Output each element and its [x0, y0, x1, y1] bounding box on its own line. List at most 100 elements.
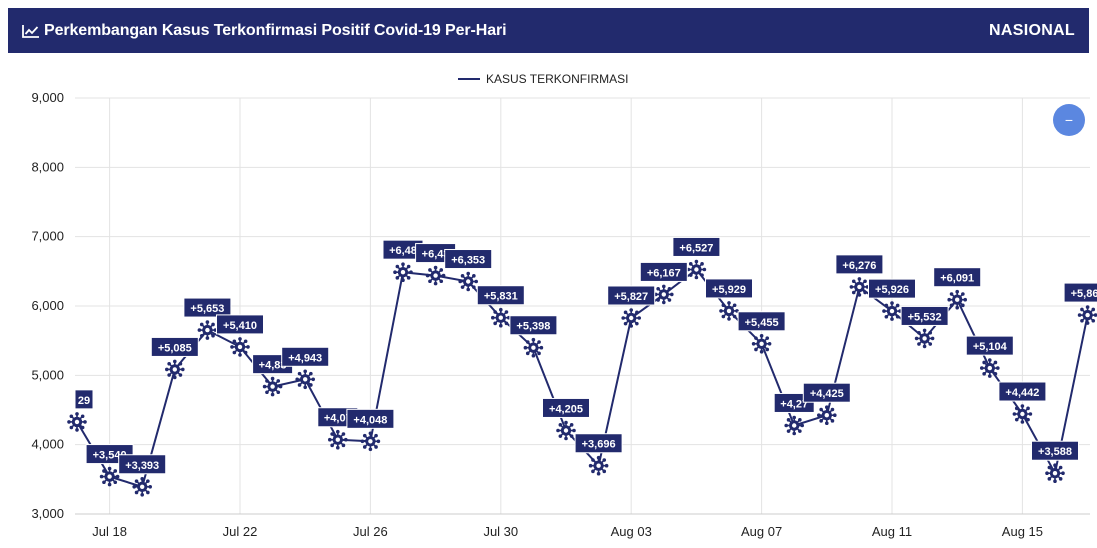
- data-point-marker: [262, 376, 283, 397]
- data-label: +5,455: [737, 311, 786, 332]
- y-tick-label: 3,000: [31, 506, 64, 521]
- page-title: Perkembangan Kasus Terkonfirmasi Positif…: [44, 21, 507, 39]
- data-label-text: +4,07: [324, 413, 352, 425]
- data-point-marker: [817, 405, 837, 425]
- data-label: +4,943: [281, 346, 330, 367]
- data-label-text: +4,943: [288, 352, 322, 364]
- data-label: +4,048: [346, 408, 395, 429]
- data-point-marker: [67, 412, 87, 432]
- data-point-marker: [588, 455, 609, 476]
- data-point-marker: [882, 301, 902, 321]
- data-label: +5,398: [509, 315, 558, 336]
- data-label: +5,831: [476, 285, 525, 306]
- data-label-text: +6,353: [451, 255, 485, 267]
- data-point-marker: [425, 265, 446, 286]
- data-point-marker: [360, 431, 381, 452]
- data-point-marker: [686, 259, 707, 280]
- data-label: +4,442: [998, 381, 1047, 402]
- data-label: +4,425: [802, 382, 851, 403]
- data-point-marker: [99, 466, 120, 487]
- minus-icon: −: [1064, 112, 1074, 128]
- chart-header: Perkembangan Kasus Terkonfirmasi Positif…: [8, 8, 1089, 53]
- y-tick-label: 9,000: [31, 90, 64, 105]
- y-axis: 3,000 4,000 5,000 6,000 7,000 8,000 9,000: [31, 90, 64, 521]
- data-point-marker: [654, 284, 674, 305]
- data-label-text: +6,167: [647, 267, 681, 279]
- data-label: +5,929: [705, 278, 753, 299]
- data-labels: 29+3,540+3,393+5,085+5,653+5,410+4,83+4,…: [74, 236, 1097, 475]
- x-tick-label: Aug 07: [741, 524, 782, 539]
- data-label-text: +5,827: [614, 291, 648, 303]
- data-label-text: +4,27: [780, 398, 808, 410]
- data-point-marker: [947, 289, 967, 310]
- data-label: +3,588: [1031, 440, 1079, 461]
- line-chart-icon: [22, 24, 40, 38]
- data-label: +3,393: [118, 454, 167, 475]
- data-point-marker: [197, 320, 218, 340]
- zoom-out-button[interactable]: −: [1053, 104, 1085, 136]
- series-kasus-terkonfirmasi: [67, 259, 1097, 497]
- region-label: NASIONAL: [989, 21, 1075, 39]
- x-tick-label: Jul 22: [223, 524, 258, 539]
- y-tick-label: 5,000: [31, 367, 64, 382]
- data-label-text: +6,48: [389, 245, 417, 257]
- data-label-text: +4,205: [549, 403, 583, 415]
- data-label-text: +5,926: [875, 284, 909, 296]
- data-label: +5,827: [607, 285, 656, 306]
- data-point-marker: [230, 337, 250, 357]
- data-label-text: +5,104: [973, 341, 1008, 353]
- data-point-marker: [132, 477, 152, 497]
- x-tick-label: Jul 26: [353, 524, 388, 539]
- data-label: +5,532: [900, 305, 949, 326]
- y-tick-label: 4,000: [31, 437, 64, 452]
- data-point-marker: [849, 277, 870, 297]
- data-label-text: +5,532: [908, 311, 942, 323]
- chart-legend[interactable]: KASUS TERKONFIRMASI: [458, 72, 628, 86]
- data-point-marker: [784, 415, 804, 436]
- header-left: Perkembangan Kasus Terkonfirmasi Positif…: [22, 22, 507, 40]
- data-label-text: +3,696: [582, 439, 616, 451]
- data-label: +5,085: [150, 336, 199, 357]
- data-point-marker: [751, 334, 772, 354]
- data-point-marker: [523, 337, 544, 358]
- data-label-text: +4,048: [353, 414, 387, 426]
- data-label: +6,167: [639, 261, 688, 282]
- data-label: +5,653: [183, 297, 232, 318]
- data-label-text: +6,091: [940, 273, 974, 285]
- data-point-marker: [980, 358, 1000, 378]
- data-label-text: +4,83: [259, 360, 287, 372]
- y-tick-label: 8,000: [31, 159, 64, 174]
- x-tick-label: Jul 30: [483, 524, 518, 539]
- data-point-marker: [328, 429, 348, 450]
- data-label-text: +5,085: [158, 342, 192, 354]
- data-point-marker: [621, 308, 641, 328]
- data-point-marker: [1077, 305, 1097, 325]
- data-label-text: +5,929: [712, 284, 746, 296]
- data-label: +3,696: [574, 433, 623, 454]
- data-point-marker: [491, 307, 511, 328]
- data-label: +5,410: [216, 314, 264, 335]
- data-label-text: +4,442: [1005, 387, 1039, 399]
- y-tick-label: 7,000: [31, 229, 64, 244]
- data-point-marker: [914, 328, 935, 349]
- data-label: +5,104: [965, 335, 1014, 356]
- data-label: +6,48: [382, 239, 424, 260]
- data-label-text: +5,831: [484, 291, 518, 303]
- data-point-marker: [295, 369, 315, 390]
- data-point-marker: [1012, 404, 1033, 424]
- data-point-marker: [393, 262, 413, 282]
- data-label-text: +5,410: [223, 320, 257, 332]
- data-point-marker: [1045, 463, 1065, 483]
- data-label-text: +6,527: [679, 242, 713, 254]
- data-label: +5,926: [868, 278, 916, 299]
- data-label: +5,869: [1063, 282, 1097, 303]
- data-label-text: +5,869: [1071, 288, 1097, 300]
- data-label-text: +3,540: [93, 450, 127, 462]
- data-label: +4,205: [542, 397, 590, 418]
- data-label-text: +6,43: [422, 249, 450, 261]
- data-label: +6,276: [835, 254, 884, 275]
- data-point-marker: [556, 420, 576, 441]
- data-point-marker: [458, 271, 478, 292]
- y-tick-label: 6,000: [31, 298, 64, 313]
